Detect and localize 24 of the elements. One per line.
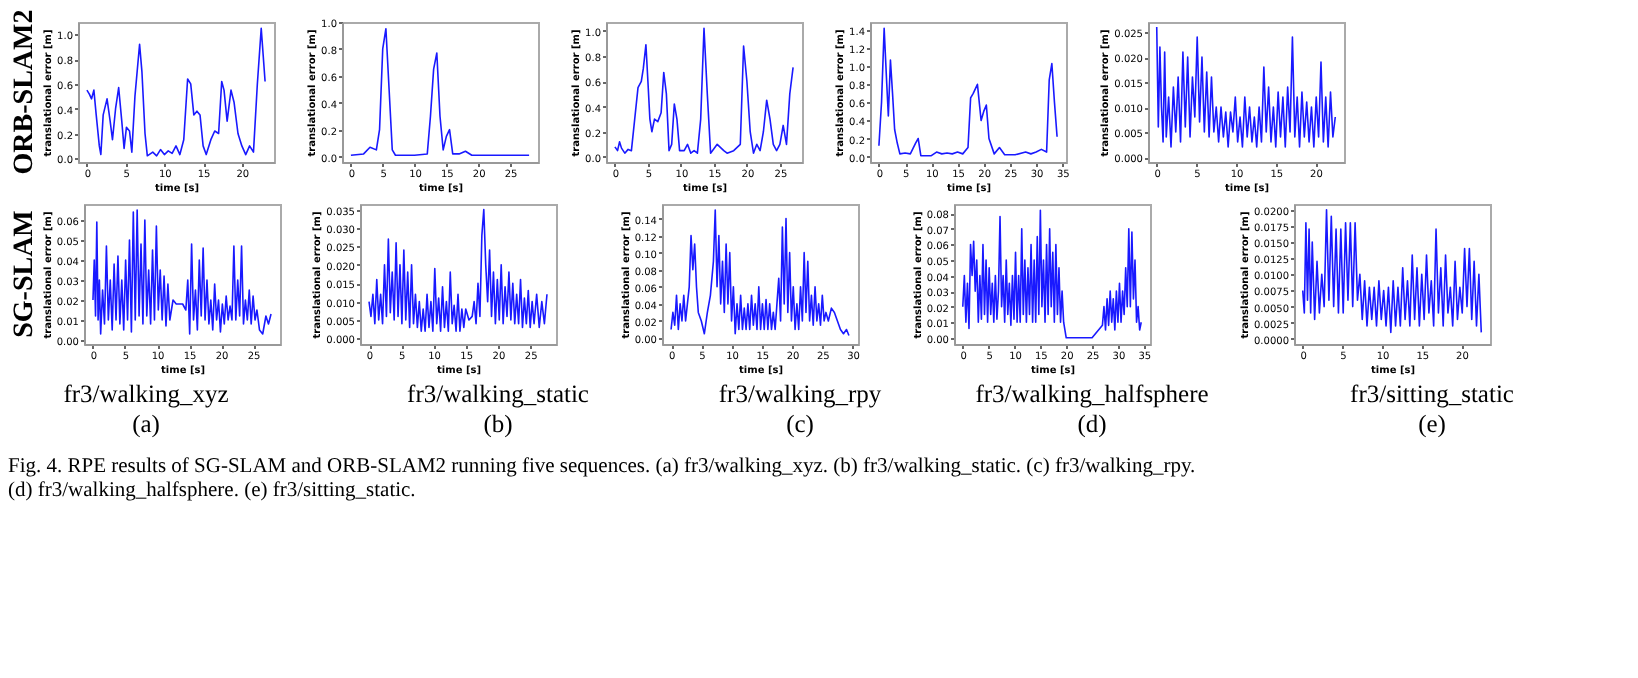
text: fr3/sitting_static (1350, 380, 1515, 408)
text: fr3/walking_xyz (63, 380, 230, 408)
text: (a) (132, 410, 160, 438)
text: (e) (1418, 410, 1446, 438)
line-series (670, 209, 850, 337)
caption: Fig. 4. RPE results of SG-SLAM and ORB-SLAM2 running five sequences. (a) fr3/walking_xyz. (b) fr3/walking_static. (c) fr3/walking_rpy. (8, 456, 1196, 478)
text: (d) fr3/walking_halfsphere. (e) fr3/sitting_static. (8, 480, 416, 502)
line-series (350, 27, 530, 157)
line-series (614, 27, 794, 154)
line-series (92, 209, 272, 335)
line-series (961, 209, 1143, 339)
line-series (368, 208, 548, 332)
line-series (1155, 26, 1337, 148)
text: fr3/walking_halfsphere (975, 380, 1210, 408)
line-series (878, 27, 1058, 157)
text: (d) (1077, 410, 1107, 438)
line-series (86, 27, 266, 157)
text: fr3/walking_rpy (718, 380, 883, 408)
text: SG-SLAM (10, 210, 40, 338)
line-series (1301, 209, 1483, 334)
text: (b) (483, 410, 513, 438)
text: fr3/walking_static (407, 380, 590, 408)
text: ORB-SLAM2 (10, 9, 40, 175)
text: (c) (786, 410, 814, 438)
